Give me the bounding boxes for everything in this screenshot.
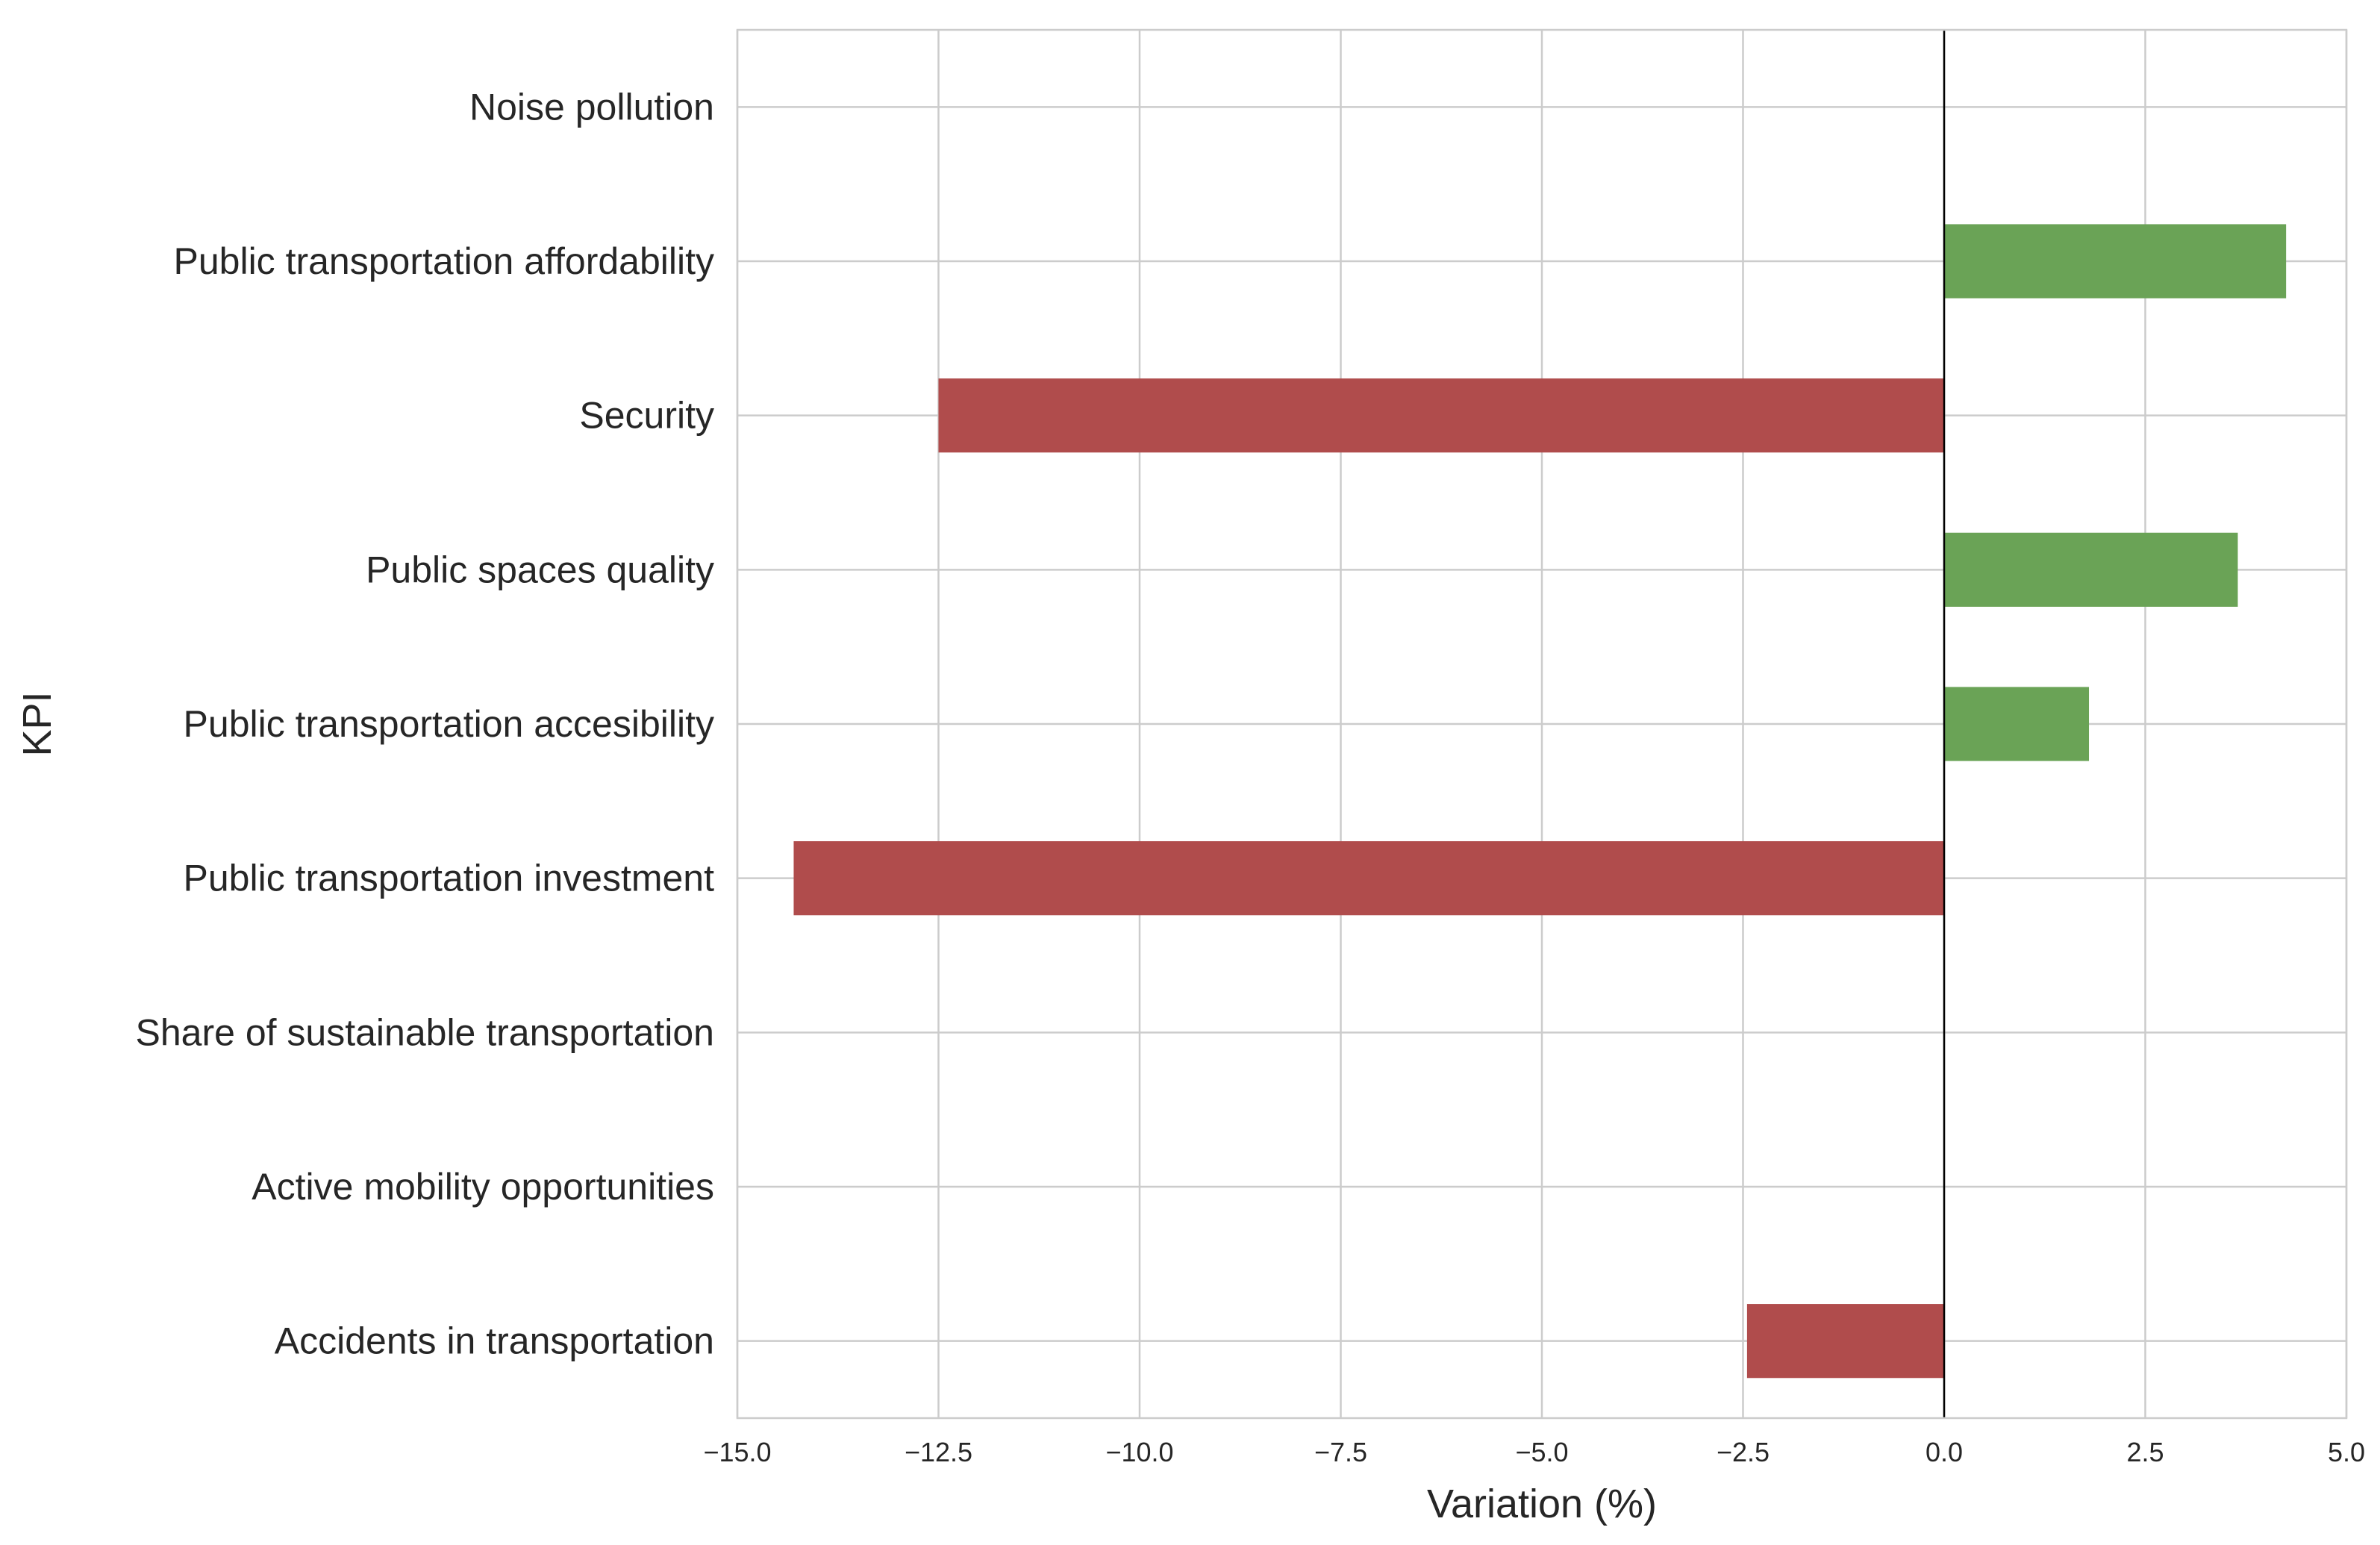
y-tick-label: Accidents in transportation (275, 1320, 714, 1362)
x-tick-label: 5.0 (2328, 1437, 2365, 1467)
x-tick-label: 0.0 (1925, 1437, 1963, 1467)
bar (793, 841, 1944, 916)
bars (793, 224, 2287, 1379)
y-tick-label: Active mobility opportunities (252, 1166, 714, 1208)
x-tick-labels: −15.0 −12.5 −10.0 −7.5 −5.0 −2.5 0.0 2.5 5.0 (703, 1437, 2365, 1467)
bar (938, 378, 1944, 453)
y-axis-title: KPI (15, 691, 60, 756)
y-tick-label: Public transportation affordability (174, 240, 715, 282)
bar (1944, 532, 2238, 607)
y-category-labels: Noise pollution Public transportation aff… (136, 86, 715, 1361)
y-tick-label: Security (579, 395, 714, 437)
bar (1944, 687, 2090, 761)
x-tick-label: −10.0 (1105, 1437, 1173, 1467)
x-tick-label: 2.5 (2126, 1437, 2164, 1467)
y-tick-label: Noise pollution (469, 86, 714, 128)
y-tick-label: Public transportation investment (184, 858, 715, 899)
x-tick-label: −5.0 (1515, 1437, 1568, 1467)
y-tick-label: Public spaces quality (366, 549, 714, 590)
bar (1944, 224, 2287, 299)
x-tick-label: −2.5 (1717, 1437, 1770, 1467)
y-tick-label: Share of sustainable transportation (136, 1011, 715, 1053)
y-tick-label: Public transportation accesibility (184, 703, 714, 745)
x-axis-title: Variation (%) (1427, 1482, 1657, 1526)
x-tick-label: −15.0 (703, 1437, 771, 1467)
bar (1746, 1304, 1944, 1379)
x-tick-label: −12.5 (905, 1437, 972, 1467)
plot-frame (736, 28, 2348, 1420)
x-tick-label: −7.5 (1314, 1437, 1367, 1467)
